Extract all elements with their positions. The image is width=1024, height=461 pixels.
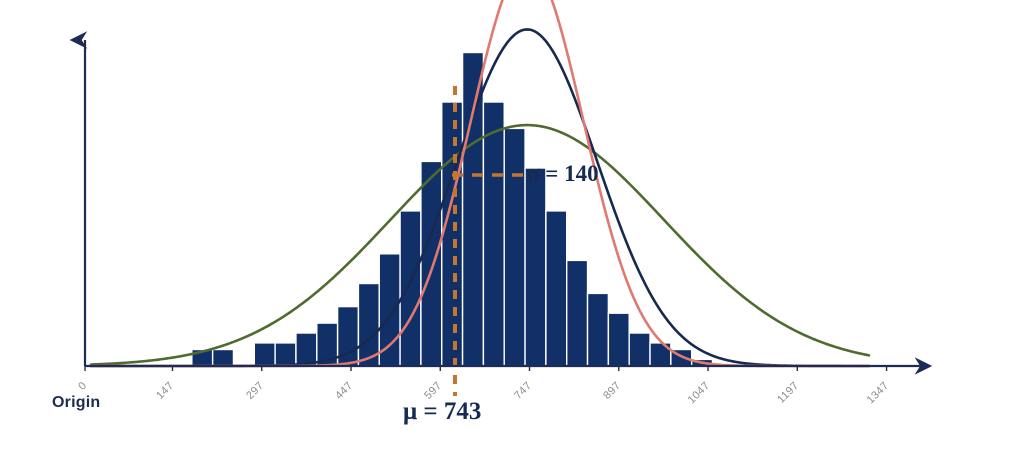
histogram-bar bbox=[545, 210, 568, 367]
histogram-bars bbox=[191, 51, 714, 367]
histogram-bar bbox=[441, 101, 464, 367]
histogram-bar bbox=[420, 160, 443, 367]
normal-curve-wide-green bbox=[89, 123, 871, 366]
histogram-bar bbox=[399, 210, 422, 367]
histogram-bar bbox=[211, 348, 235, 367]
histogram-bar bbox=[607, 312, 630, 367]
histogram-bar bbox=[628, 332, 651, 367]
histogram-bar bbox=[295, 332, 318, 367]
histogram-bar bbox=[274, 342, 297, 367]
histogram-bar bbox=[503, 127, 526, 367]
histogram-bar bbox=[253, 342, 276, 367]
mu-annotation-label: μ = 743 bbox=[403, 398, 482, 425]
origin-label: Origin bbox=[52, 394, 101, 411]
histogram-bar bbox=[482, 101, 505, 367]
x-axis-tick-marks bbox=[84, 366, 888, 371]
histogram-bar bbox=[524, 167, 547, 367]
histogram-bar bbox=[586, 292, 610, 367]
histogram-bar bbox=[378, 253, 401, 367]
sigma-annotation-label: σ = 140 bbox=[527, 161, 599, 186]
histogram-bar bbox=[566, 259, 589, 367]
